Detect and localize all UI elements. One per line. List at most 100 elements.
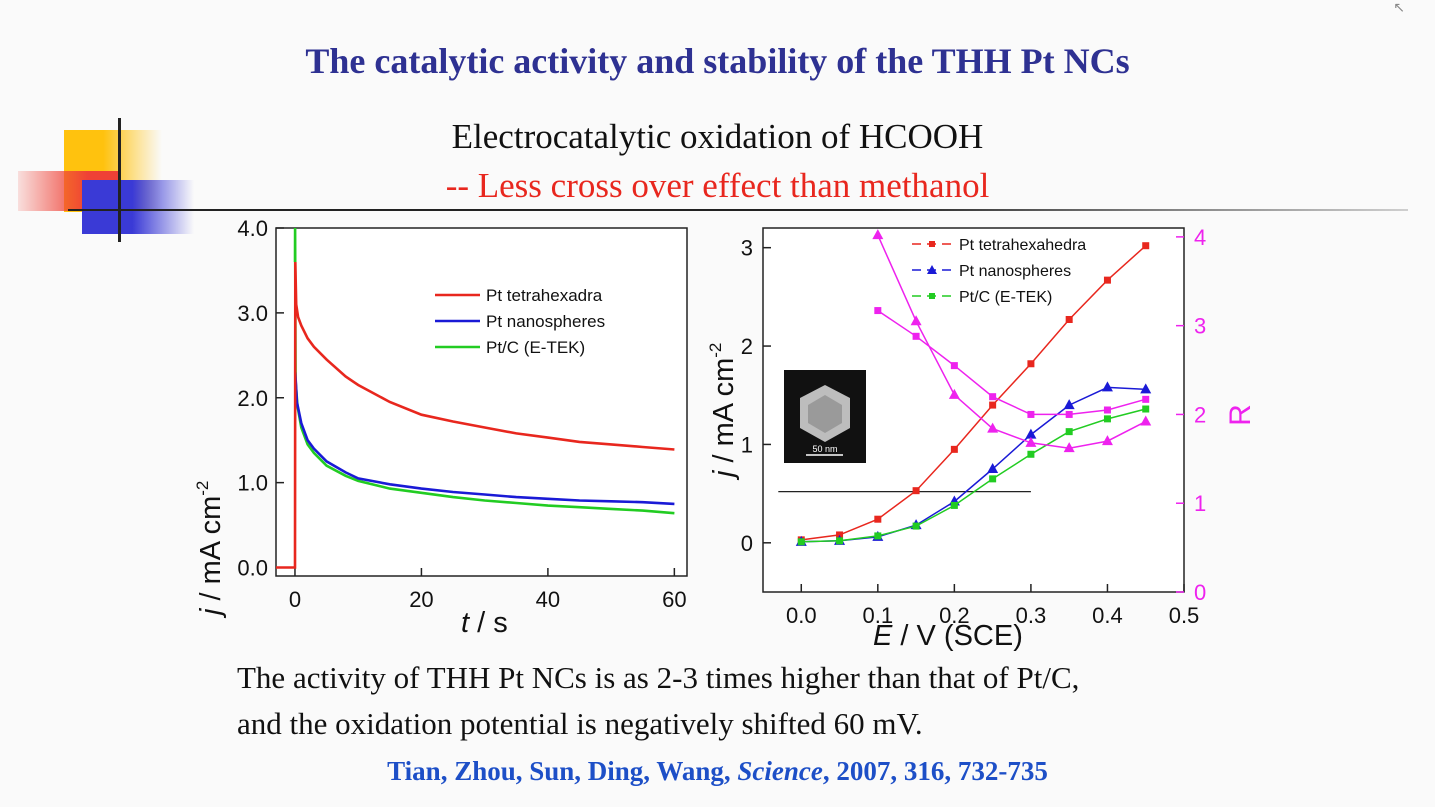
- chart2-x-tick-label: 0.2: [939, 603, 970, 628]
- chart2-point-square: [989, 393, 997, 401]
- chart2-point-square: [950, 501, 958, 509]
- chart2-point-square: [1142, 405, 1150, 413]
- chart2-legend-label: Pt/C (E-TEK): [959, 289, 1052, 306]
- chart2-y2-axis-label: R: [1224, 404, 1257, 426]
- chart2-point-triangle: [987, 463, 999, 474]
- chart2-point-square: [1103, 415, 1111, 423]
- chart1-legend-label: Pt/C (E-TEK): [486, 338, 585, 357]
- chart1-legend: Pt tetrahexadra Pt nanospheres Pt/C (E-T…: [435, 286, 605, 357]
- chart2-point-square: [1142, 395, 1150, 403]
- chart2-point-square: [874, 307, 882, 315]
- chart2-x-tick-label: 0.5: [1169, 603, 1200, 628]
- chart1-x-tick-label: 40: [536, 587, 560, 612]
- citation-ref: , 2007, 316, 732-735: [822, 756, 1048, 786]
- chart2-x-tick-label: 0.3: [1016, 603, 1047, 628]
- deco-blue-square: [82, 180, 194, 234]
- chart2-point-square: [1142, 242, 1150, 250]
- citation: Tian, Zhou, Sun, Ding, Wang, Science, 20…: [0, 756, 1435, 787]
- chart1-plot-frame: [275, 227, 688, 577]
- chart1-legend-label: Pt nanospheres: [486, 312, 605, 331]
- chart2-y-tick-label: 2: [741, 334, 753, 359]
- slide-subtitle: Electrocatalytic oxidation of HCOOH: [451, 117, 984, 156]
- chart1-x-tick-label: 20: [409, 587, 433, 612]
- slide-summary: The activity of THH Pt NCs is as 2-3 tim…: [237, 655, 1337, 747]
- chart2-point-triangle: [910, 315, 922, 326]
- chart2-point-triangle: [987, 422, 999, 433]
- chart2-y-tick-label: 0: [741, 531, 753, 556]
- chart1-y-axis-label: j / mA cm-2: [193, 481, 227, 619]
- chart1-x-tick-label: 0: [289, 587, 301, 612]
- chart1-y-tick-label: 0.0: [237, 556, 268, 581]
- summary-line: and the oxidation potential is negativel…: [237, 706, 923, 741]
- chart1-series-line: [294, 372, 675, 506]
- chart2-point-triangle: [1101, 381, 1113, 392]
- chart2-point-triangle: [1063, 442, 1075, 453]
- chart2-point-triangle: [1140, 383, 1152, 394]
- chart2-legend: Pt tetrahexahedra Pt nanospheres Pt/C (E…: [912, 237, 1086, 306]
- chart2-point-square: [874, 515, 882, 523]
- chart2-point-square: [989, 401, 997, 409]
- chart1-y-tick-label: 3.0: [237, 301, 268, 326]
- chart2-x-tick-label: 0.4: [1092, 603, 1123, 628]
- chart2-legend-label: Pt nanospheres: [959, 263, 1071, 280]
- chart1-y-tick-label: 1.0: [237, 471, 268, 496]
- deco-horizontal-line: [68, 209, 1408, 211]
- mouse-pointer-icon: ↖: [1393, 0, 1405, 16]
- chart2-point-square: [1065, 428, 1073, 436]
- chart1-x-tick-label: 60: [662, 587, 686, 612]
- chart2-point-square: [1103, 406, 1111, 414]
- summary-line: The activity of THH Pt NCs is as 2-3 tim…: [237, 660, 1080, 695]
- chart1-y-tick-label: 2.0: [237, 386, 268, 411]
- chart2-point-square: [1027, 450, 1035, 458]
- chart2-point-square: [1065, 410, 1073, 418]
- chart2-y2-tick-label: 2: [1194, 402, 1206, 427]
- chart2-point-triangle: [1101, 435, 1113, 446]
- chart2-y-axis-label: j / mA cm-2: [706, 343, 740, 481]
- chart2-series-line: [801, 408, 1146, 543]
- chart2-point-square: [836, 537, 844, 545]
- chart2-point-triangle: [948, 388, 960, 399]
- chart1-legend-label: Pt tetrahexadra: [486, 286, 603, 305]
- chart2-point-triangle: [872, 229, 884, 240]
- chart2-legend-label: Pt tetrahexahedra: [959, 237, 1086, 254]
- slide-title: The catalytic activity and stability of …: [305, 41, 1130, 81]
- chart2-point-square: [874, 532, 882, 540]
- chart2-point-triangle: [1063, 399, 1075, 410]
- chart2-point-square: [1065, 315, 1073, 323]
- chart2-point-square: [912, 522, 920, 530]
- chart2-point-triangle: [1025, 428, 1037, 439]
- chart2-inset-image: 50 nm: [784, 370, 866, 463]
- chart2-y2-tick-label: 4: [1194, 225, 1206, 250]
- chart2-point-square: [989, 475, 997, 483]
- chart2-y2-tick-label: 0: [1194, 580, 1206, 605]
- chart2-point-square: [912, 487, 920, 495]
- chart2-y-tick-label: 3: [741, 236, 753, 261]
- chart2-y-tick-label: 1: [741, 432, 753, 457]
- chart2-point-square: [1027, 410, 1035, 418]
- svg-text:50 nm: 50 nm: [812, 444, 837, 454]
- chart2-y2-tick-label: 3: [1194, 314, 1206, 339]
- chart2-point-square: [950, 445, 958, 453]
- slide-subtitle-highlight: -- Less cross over effect than methanol: [445, 166, 990, 205]
- chart2-point-square: [797, 538, 805, 546]
- chart2-series-line: [877, 309, 1146, 416]
- chart2-y2-tick-label: 1: [1194, 491, 1206, 516]
- chart2-point-triangle: [1140, 415, 1152, 426]
- citation-authors: Tian, Zhou, Sun, Ding, Wang,: [387, 756, 731, 786]
- chart1-x-axis-label: t / s: [461, 607, 508, 639]
- chart2-series-line: [877, 234, 1147, 449]
- citation-journal: Science: [737, 756, 823, 786]
- chart2-x-axis-label: E / V (SCE): [873, 620, 1023, 652]
- chart2-x-tick-label: 0.1: [863, 603, 894, 628]
- chart2-x-tick-label: 0.0: [786, 603, 817, 628]
- chart2-point-triangle: [1025, 436, 1037, 447]
- chart2-series-line: [801, 245, 1147, 541]
- chart2-point-square: [1103, 276, 1111, 284]
- chart2-point-square: [950, 362, 958, 370]
- chart2-point-square: [912, 332, 920, 340]
- chronoamperometry-chart: 0 20 40 60 0.0 1.0 2.0 3.0 4.0 j / mA cm-2 t / s…: [193, 216, 688, 639]
- deco-vertical-line: [118, 118, 121, 242]
- chart1-series-line: [276, 261, 675, 569]
- chart2-point-square: [1027, 360, 1035, 368]
